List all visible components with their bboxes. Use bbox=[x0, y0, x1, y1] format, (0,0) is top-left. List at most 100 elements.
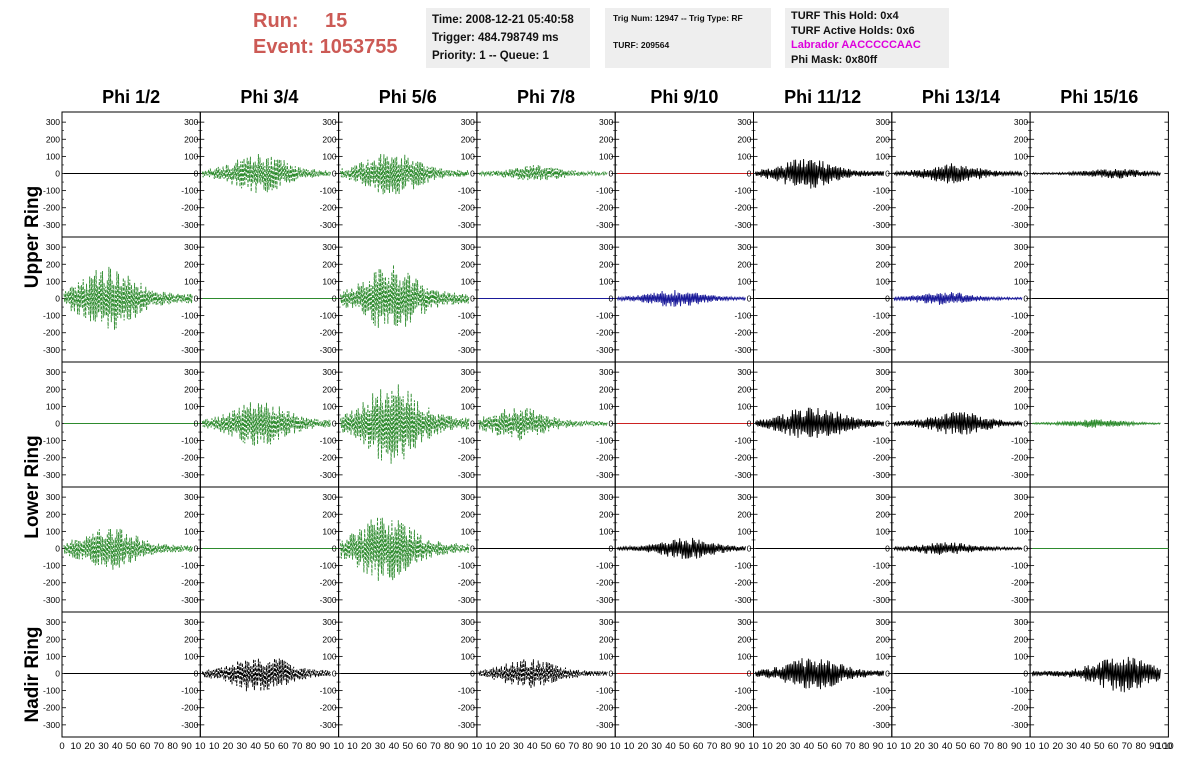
y-tick-label: 300 bbox=[876, 367, 890, 377]
y-tick-label: -100 bbox=[181, 436, 198, 446]
x-tick-label: 60 bbox=[278, 741, 289, 752]
y-tick-label: -200 bbox=[43, 328, 60, 338]
waveform-trace bbox=[893, 542, 1023, 555]
waveform-trace bbox=[340, 264, 470, 328]
y-tick-label: -200 bbox=[596, 203, 613, 213]
y-tick-label: -200 bbox=[320, 578, 337, 588]
y-tick-label: -100 bbox=[873, 561, 890, 571]
y-tick-label: -300 bbox=[43, 595, 60, 605]
x-tick-label: 80 bbox=[721, 741, 732, 752]
y-tick-label: 100 bbox=[46, 651, 60, 661]
y-tick-label: 0 bbox=[332, 544, 337, 554]
y-tick-label: -300 bbox=[1011, 470, 1028, 480]
y-tick-label: -300 bbox=[873, 470, 890, 480]
y-tick-label: -300 bbox=[320, 720, 337, 730]
y-tick-label: -100 bbox=[734, 686, 751, 696]
y-tick-label: 300 bbox=[876, 117, 890, 127]
y-tick-label: 200 bbox=[461, 509, 475, 519]
y-tick-label: -200 bbox=[43, 203, 60, 213]
y-tick-label: -100 bbox=[734, 436, 751, 446]
y-tick-label: 0 bbox=[1023, 169, 1028, 179]
x-tick-label: 80 bbox=[306, 741, 317, 752]
y-tick-label: -200 bbox=[320, 703, 337, 713]
y-tick-label: -300 bbox=[458, 220, 475, 230]
x-tick-label: 30 bbox=[928, 741, 939, 752]
y-tick-label: -300 bbox=[734, 470, 751, 480]
y-tick-label: 300 bbox=[46, 242, 60, 252]
y-tick-label: -300 bbox=[873, 595, 890, 605]
y-tick-label: -300 bbox=[1011, 720, 1028, 730]
x-tick-label: 90 bbox=[873, 741, 884, 752]
y-tick-label: 200 bbox=[876, 134, 890, 144]
turf-line: TURF: 209564 bbox=[613, 40, 670, 50]
waveform-trace bbox=[755, 407, 885, 438]
x-tick-label: 20 bbox=[638, 741, 649, 752]
trig-num-box: Trig Num: 12947 -- Trig Type: RF TURF: 2… bbox=[605, 8, 771, 68]
y-tick-label: 0 bbox=[470, 294, 475, 304]
y-tick-label: -100 bbox=[596, 436, 613, 446]
y-tick-label: 200 bbox=[599, 259, 613, 269]
y-tick-label: 0 bbox=[470, 544, 475, 554]
x-tick-label: 50 bbox=[541, 741, 552, 752]
y-tick-label: -100 bbox=[734, 311, 751, 321]
y-tick-label: -100 bbox=[873, 311, 890, 321]
y-tick-label: 100 bbox=[737, 401, 751, 411]
y-tick-label: 300 bbox=[876, 242, 890, 252]
waveform-trace bbox=[755, 158, 885, 189]
waveform-trace bbox=[478, 165, 608, 181]
y-tick-label: -100 bbox=[458, 686, 475, 696]
y-tick-label: 0 bbox=[747, 169, 752, 179]
y-tick-label: 200 bbox=[876, 509, 890, 519]
y-tick-label: -100 bbox=[181, 311, 198, 321]
y-tick-label: 0 bbox=[55, 169, 60, 179]
y-tick-label: -300 bbox=[458, 345, 475, 355]
waveform-trace bbox=[616, 537, 746, 559]
y-tick-label: 0 bbox=[332, 294, 337, 304]
x-tick-label: 30 bbox=[790, 741, 801, 752]
y-tick-label: -300 bbox=[873, 720, 890, 730]
y-tick-label: 100 bbox=[599, 151, 613, 161]
waveform-trace bbox=[201, 153, 332, 193]
y-tick-label: 100 bbox=[876, 526, 890, 536]
y-tick-label: 200 bbox=[1014, 634, 1028, 644]
y-tick-label: -300 bbox=[181, 220, 198, 230]
waveform-trace bbox=[893, 292, 1023, 305]
y-tick-label: 200 bbox=[737, 384, 751, 394]
y-tick-label: 300 bbox=[184, 117, 198, 127]
x-tick-label: 30 bbox=[1066, 741, 1077, 752]
x-tick-label: 70 bbox=[707, 741, 718, 752]
y-tick-label: -100 bbox=[181, 186, 198, 196]
y-tick-label: -300 bbox=[596, 220, 613, 230]
y-tick-label: 300 bbox=[599, 117, 613, 127]
waveform-trace bbox=[478, 658, 608, 689]
y-tick-label: 200 bbox=[46, 134, 60, 144]
x-tick-label: 30 bbox=[375, 741, 386, 752]
waveform-trace bbox=[340, 517, 470, 582]
x-tick-label: 20 bbox=[914, 741, 925, 752]
y-tick-label: -100 bbox=[43, 561, 60, 571]
y-tick-label: -300 bbox=[181, 720, 198, 730]
y-tick-label: 100 bbox=[737, 151, 751, 161]
x-tick-label: 10 bbox=[333, 741, 344, 752]
y-tick-label: -300 bbox=[1011, 345, 1028, 355]
y-tick-label: -200 bbox=[873, 578, 890, 588]
y-tick-label: 100 bbox=[599, 651, 613, 661]
y-tick-label: -100 bbox=[43, 436, 60, 446]
panel-frame bbox=[61, 361, 201, 488]
y-tick-label: 300 bbox=[184, 367, 198, 377]
y-tick-label: -300 bbox=[873, 345, 890, 355]
y-tick-label: -300 bbox=[320, 345, 337, 355]
column-title: Phi 9/10 bbox=[650, 87, 718, 107]
x-tick-label: 80 bbox=[997, 741, 1008, 752]
waveform-trace bbox=[893, 411, 1023, 435]
y-tick-label: -100 bbox=[458, 186, 475, 196]
x-tick-label: 70 bbox=[430, 741, 441, 752]
x-tick-label: 80 bbox=[167, 741, 178, 752]
x-tick-label: 40 bbox=[112, 741, 123, 752]
time-line: Time: 2008-12-21 05:40:58 bbox=[432, 14, 574, 26]
x-tick-label: 10 bbox=[887, 741, 898, 752]
y-tick-label: 100 bbox=[184, 151, 198, 161]
y-tick-label: -100 bbox=[873, 436, 890, 446]
y-tick-label: 0 bbox=[885, 669, 890, 679]
y-tick-label: -100 bbox=[320, 436, 337, 446]
